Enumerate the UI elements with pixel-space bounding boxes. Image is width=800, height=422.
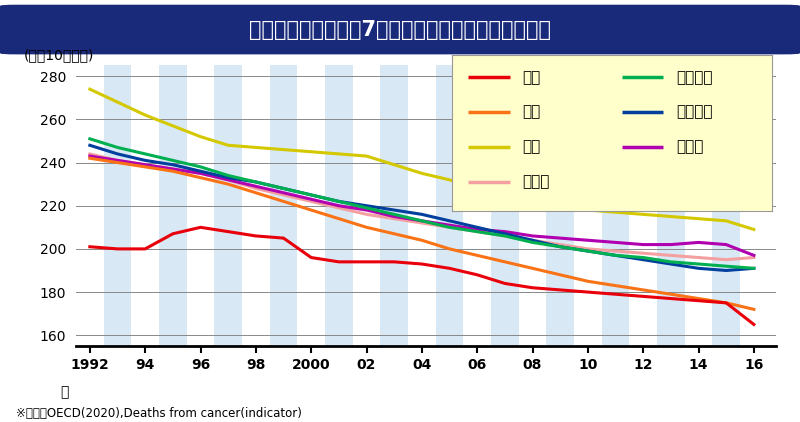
Bar [630, 65, 657, 346]
Bar [353, 65, 380, 346]
Bar [602, 65, 630, 346]
Text: 英国: 英国 [522, 139, 541, 154]
Bar [436, 65, 463, 346]
Bar [325, 65, 353, 346]
Bar [408, 65, 436, 346]
Text: (人口10万人対): (人口10万人対) [23, 49, 94, 62]
Bar [298, 65, 325, 346]
Bar [574, 65, 602, 346]
Bar [463, 65, 491, 346]
Bar [518, 65, 546, 346]
Text: イタリア: イタリア [676, 70, 713, 85]
Bar [491, 65, 518, 346]
Bar [214, 65, 242, 346]
Bar [131, 65, 159, 346]
Bar [546, 65, 574, 346]
Text: ドイツ: ドイツ [522, 174, 550, 189]
Bar [76, 65, 104, 346]
Bar [104, 65, 131, 346]
Text: 日本: 日本 [522, 70, 541, 85]
Text: 年齢調整済み・先進7カ国のがんによる死亡率の推移: 年齢調整済み・先進7カ国のがんによる死亡率の推移 [249, 19, 551, 40]
Bar [242, 65, 270, 346]
Bar [712, 65, 740, 346]
Bar [186, 65, 214, 346]
Bar [270, 65, 298, 346]
Text: 年: 年 [61, 385, 69, 399]
Bar [380, 65, 408, 346]
Bar [657, 65, 685, 346]
Text: フランス: フランス [676, 105, 713, 119]
FancyBboxPatch shape [1, 5, 799, 54]
Bar [685, 65, 712, 346]
Bar [159, 65, 186, 346]
Text: 米国: 米国 [522, 105, 541, 119]
Text: ※出所：OECD(2020),Deaths from cancer(indicator): ※出所：OECD(2020),Deaths from cancer(indica… [16, 407, 302, 420]
Text: カナダ: カナダ [676, 139, 703, 154]
Bar [740, 65, 768, 346]
